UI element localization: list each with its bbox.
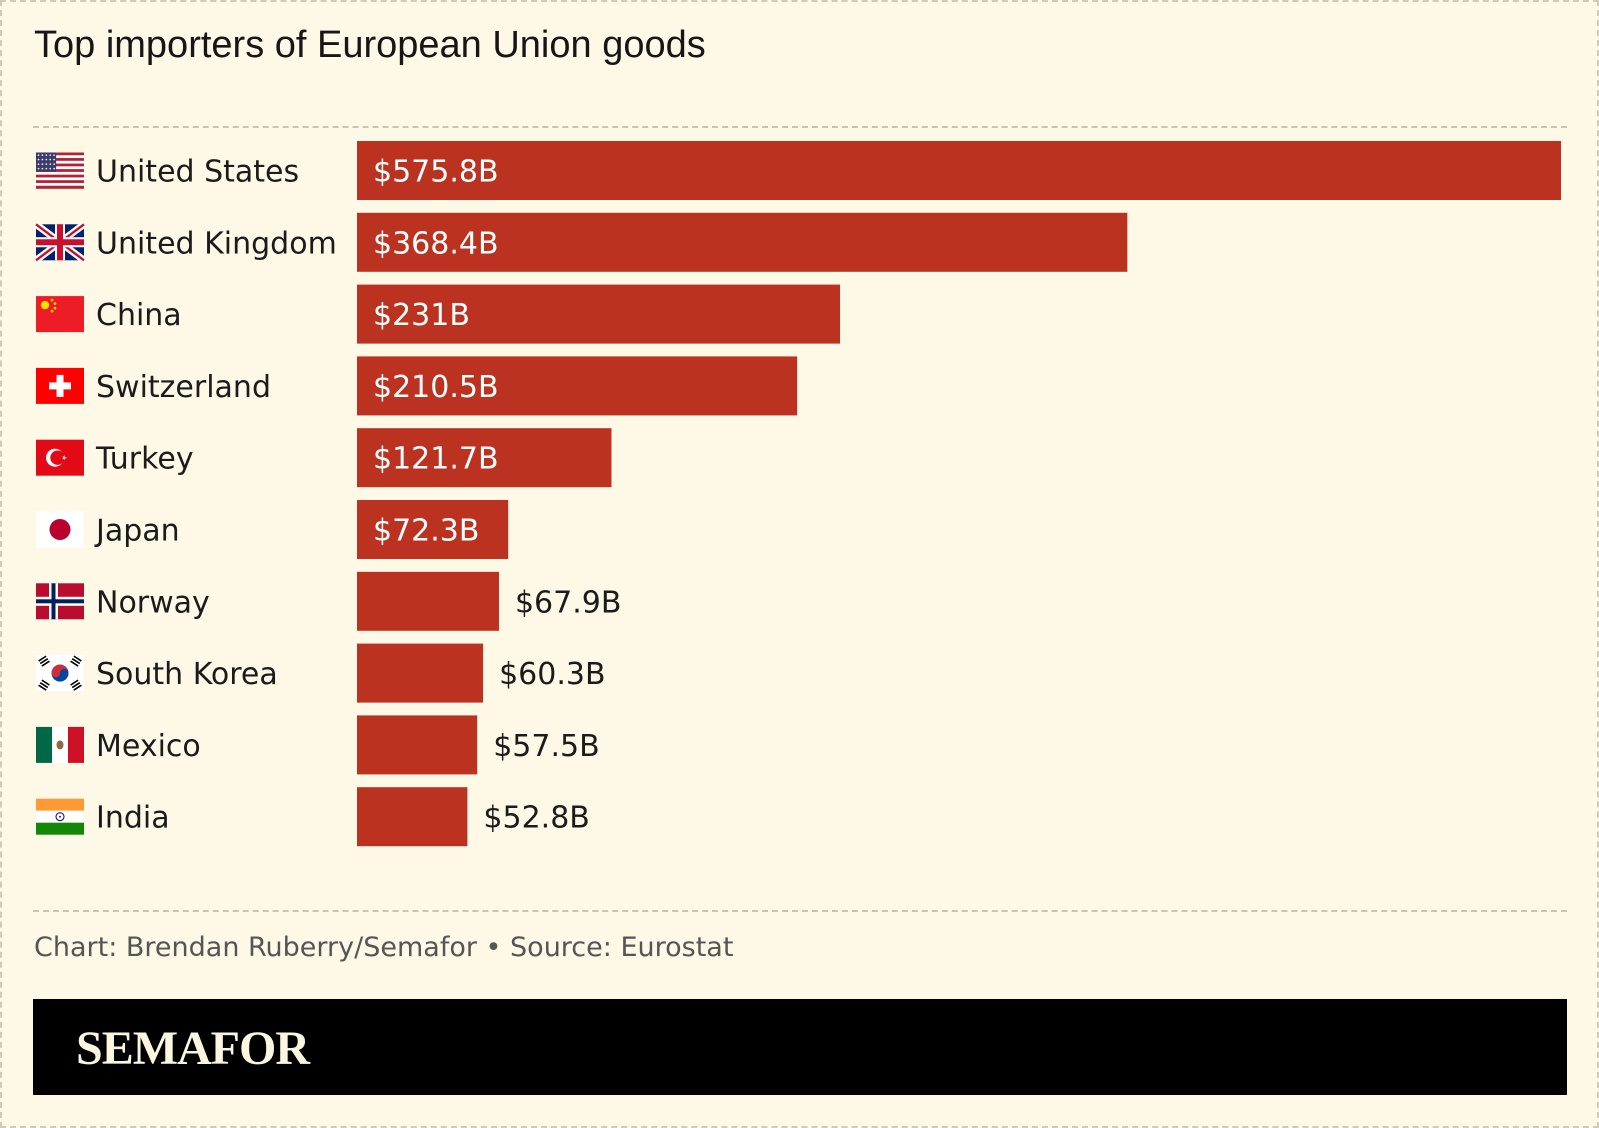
chart-title: Top importers of European Union goods [34, 24, 706, 66]
value-label-norway: $67.9B [515, 585, 621, 620]
south-korea-flag-icon [36, 655, 84, 692]
category-label-united-kingdom: United Kingdom [96, 226, 337, 261]
category-label-japan: Japan [94, 514, 180, 549]
bar-united-states [357, 141, 1561, 200]
japan-flag-icon [36, 511, 84, 548]
bar-chart: United States $575.8B United Kingdom $368.4… [33, 141, 1561, 847]
footer-bar: SEMAFOR [33, 999, 1567, 1095]
category-label-switzerland: Switzerland [96, 370, 271, 405]
uk-flag-icon [33, 221, 87, 264]
value-label-switzerland: $210.5B [373, 370, 499, 405]
value-label-turkey: $121.7B [373, 442, 499, 477]
source-credit: Chart: Brendan Ruberry/Semafor • Source:… [34, 932, 734, 963]
value-label-united-kingdom: $368.4B [373, 226, 499, 261]
category-label-norway: Norway [96, 585, 210, 620]
mexico-flag-icon [36, 726, 84, 763]
value-label-india: $52.8B [483, 801, 589, 836]
bar-switzerland [357, 356, 798, 416]
bar-japan [357, 500, 509, 559]
category-label-turkey: Turkey [95, 442, 194, 477]
category-label-india: India [96, 801, 170, 836]
bar-india [357, 787, 468, 847]
value-label-china: $231B [373, 298, 470, 333]
value-label-japan: $72.3B [373, 514, 479, 549]
bar-mexico [357, 715, 478, 775]
category-label-china: China [96, 298, 182, 333]
bar-norway [357, 571, 499, 631]
bar-united-kingdom [357, 212, 1128, 272]
switzerland-flag-icon [36, 367, 84, 404]
bottom-divider [33, 910, 1567, 912]
semafor-logo: SEMAFOR [76, 1022, 310, 1075]
value-label-south-korea: $60.3B [499, 657, 605, 692]
china-flag-icon [36, 296, 84, 333]
norway-flag-icon [36, 583, 84, 620]
value-label-mexico: $57.5B [493, 729, 599, 764]
bar-china [357, 284, 841, 344]
category-label-united-states: United States [96, 155, 299, 190]
india-flag-icon [36, 798, 84, 835]
turkey-flag-icon [36, 439, 84, 476]
value-label-united-states: $575.8B [373, 155, 499, 190]
us-flag-icon [36, 152, 84, 189]
top-divider [33, 126, 1567, 128]
category-label-south-korea: South Korea [96, 657, 278, 692]
bar-turkey [357, 428, 612, 488]
category-label-mexico: Mexico [96, 729, 201, 764]
bar-south-korea [357, 643, 484, 703]
